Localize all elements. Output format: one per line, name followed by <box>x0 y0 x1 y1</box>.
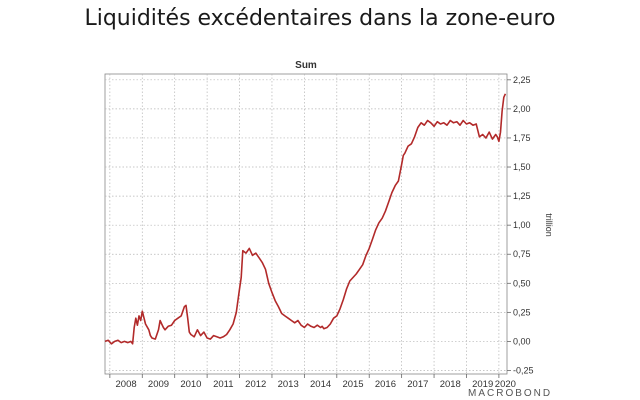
brand-logo: MACROBOND <box>468 388 553 399</box>
y-tick-label: 2,00 <box>513 104 531 114</box>
series-layer <box>104 93 507 345</box>
y-tick-label: 2,25 <box>513 75 531 85</box>
x-tick-label: 2009 <box>148 379 169 390</box>
x-tick-label: 2014 <box>310 379 331 390</box>
y-tick-label: -0,25 <box>513 366 534 376</box>
x-tick-label: 2019 <box>472 379 493 390</box>
x-axis-ticks: 2008 2009 2010 2011 2012 2013 2014 2015 2016 2017… <box>109 374 516 390</box>
plot-frame <box>104 73 508 375</box>
y-tick-label: 0,75 <box>513 249 531 259</box>
y-tick-label: 0,00 <box>513 336 531 346</box>
x-tick-label: 2016 <box>375 379 396 390</box>
y-tick-label: 0,25 <box>513 307 531 317</box>
y-tick-label: 1,75 <box>513 133 531 143</box>
x-tick-label: 2017 <box>407 379 428 390</box>
y-tick-label: 1,25 <box>513 191 531 201</box>
slide-title: Liquidités excédentaires dans la zone-eu… <box>84 6 556 31</box>
x-tick-label: 2013 <box>278 379 299 390</box>
y-tick-label: 0,50 <box>513 278 531 288</box>
series-line-0 <box>104 93 507 345</box>
x-tick-label: 2018 <box>440 379 461 390</box>
x-tick-label: 2010 <box>180 379 201 390</box>
y-tick-label: 1,50 <box>513 162 531 172</box>
y-axis-label: trillion <box>544 213 554 237</box>
x-tick-label: 2008 <box>116 379 137 390</box>
x-tick-label: 2011 <box>213 379 233 390</box>
y-axis-ticks: -0,25 0,00 0,25 0,50 0,75 1,00 1,25 1,50 1,75 2,0… <box>507 75 534 376</box>
x-tick-label: 2015 <box>342 379 363 390</box>
x-tick-label: 2012 <box>245 379 266 390</box>
chart-title: Sum <box>295 60 317 71</box>
x-tick-label: 2020 <box>495 379 516 390</box>
grid-lines <box>105 74 507 374</box>
y-tick-label: 1,00 <box>513 220 531 230</box>
